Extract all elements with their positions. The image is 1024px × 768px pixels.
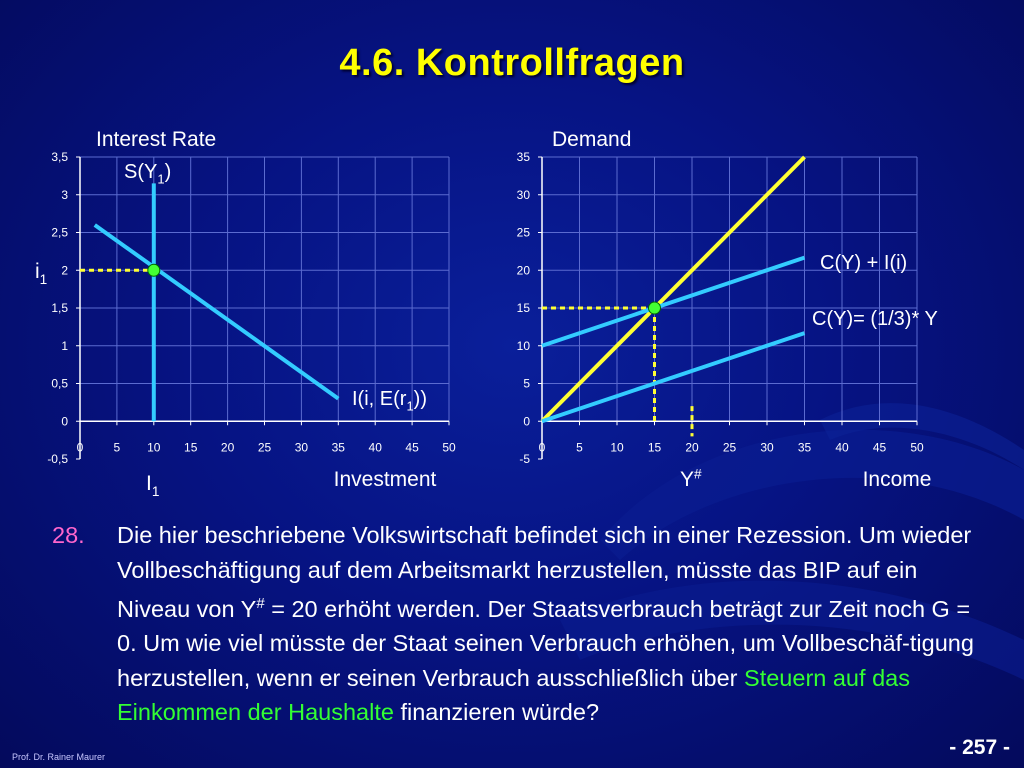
page-number: - 257 - <box>949 736 1010 759</box>
series-line <box>540 155 806 423</box>
x-tick-label: 40 <box>835 440 849 454</box>
x-tick-label: 20 <box>685 440 699 454</box>
x-tick-label: 35 <box>332 440 346 454</box>
x-tick-label: 25 <box>723 440 737 454</box>
y-tick-label: 10 <box>517 339 531 353</box>
axis-annotation: i1 <box>35 260 47 287</box>
x-tick-label: 5 <box>576 440 583 454</box>
x-tick-label: 15 <box>184 440 198 454</box>
x-tick-label: 20 <box>221 440 235 454</box>
series-line <box>93 223 340 401</box>
y-tick-label: 2 <box>61 263 68 277</box>
question-text-part1: Die hier beschriebene Volkswirtschaft be… <box>117 522 972 622</box>
x-tick-label: 0 <box>77 440 84 454</box>
series-line <box>541 331 806 424</box>
axis-annotation: Y# <box>680 467 702 491</box>
chart-demand-income: -5 0 5 10 15 20 25 30 35 0 5 10 15 20 25 30 35 40 45 50 Dema… <box>517 128 938 491</box>
y-tick-label: 25 <box>517 226 531 240</box>
y-tick-label: 15 <box>517 301 531 315</box>
y-tick-label: 0 <box>61 414 68 428</box>
x-tick-label: 35 <box>798 440 812 454</box>
x-tick-label: 5 <box>114 440 121 454</box>
y-axis-label: Demand <box>552 128 631 151</box>
question-text-part3: finanzieren würde? <box>393 699 600 726</box>
y-tick-label: -0,5 <box>47 452 68 466</box>
y-tick-label: 1 <box>61 339 68 353</box>
question-text-part2: = 20 erhöht werden. Der Staatsverbrauch … <box>117 595 974 691</box>
x-tick-label: 25 <box>258 440 272 454</box>
chart-investment-savings: -0,5 0 0,5 1 1,5 2 2,5 3 3,5 0 5 10 15 20 25 30 35 40 45 50… <box>35 128 456 499</box>
equilibrium-marker <box>648 301 661 315</box>
y-tick-label: 1,5 <box>51 301 68 315</box>
y-tick-label: 2,5 <box>51 226 68 240</box>
x-tick-label: 50 <box>442 440 456 454</box>
y-tick-label: 0 <box>523 414 530 428</box>
question-text: Die hier beschriebene Volkswirtschaft be… <box>117 518 982 730</box>
x-tick-label: 10 <box>147 440 161 454</box>
x-tick-label: 15 <box>648 440 662 454</box>
series-line <box>541 255 806 348</box>
question-block: 28. Die hier beschriebene Volkswirtschaf… <box>52 518 982 730</box>
axis-annotation: I1 <box>146 472 159 499</box>
x-axis-label: Investment <box>334 468 437 491</box>
x-tick-label: 45 <box>405 440 419 454</box>
x-tick-label: 0 <box>539 440 546 454</box>
y-tick-label: 20 <box>517 263 531 277</box>
series-label: C(Y) + I(i) <box>820 252 907 274</box>
y-tick-label: 35 <box>517 150 531 164</box>
x-tick-label: 50 <box>910 440 924 454</box>
x-tick-label: 10 <box>610 440 624 454</box>
y-tick-label: 3,5 <box>51 150 68 164</box>
series-label: S(Y1) <box>124 161 171 187</box>
equilibrium-marker <box>147 263 161 277</box>
y-axis-label: Interest Rate <box>96 128 216 151</box>
x-tick-label: 45 <box>873 440 887 454</box>
x-tick-label: 40 <box>369 440 383 454</box>
series-label: C(Y)= (1/3)* Y <box>812 308 938 330</box>
y-tick-label: 0,5 <box>51 377 68 391</box>
x-tick-label: 30 <box>295 440 309 454</box>
y-tick-label: 3 <box>61 188 68 202</box>
question-highlight: Steuern auf das Einkommen der Haushalte <box>117 664 910 726</box>
question-superscript: # <box>256 595 265 612</box>
y-tick-label: 5 <box>523 377 530 391</box>
series-label: I(i, E(r1)) <box>352 388 427 414</box>
y-tick-label: -5 <box>519 452 530 466</box>
slide-title: 4.6. Kontrollfragen <box>339 42 685 84</box>
y-tick-label: 30 <box>517 188 531 202</box>
x-tick-label: 30 <box>760 440 774 454</box>
question-number: 28. <box>52 522 85 548</box>
author-credit: Prof. Dr. Rainer Maurer <box>12 752 106 762</box>
x-axis-label: Income <box>863 468 932 491</box>
